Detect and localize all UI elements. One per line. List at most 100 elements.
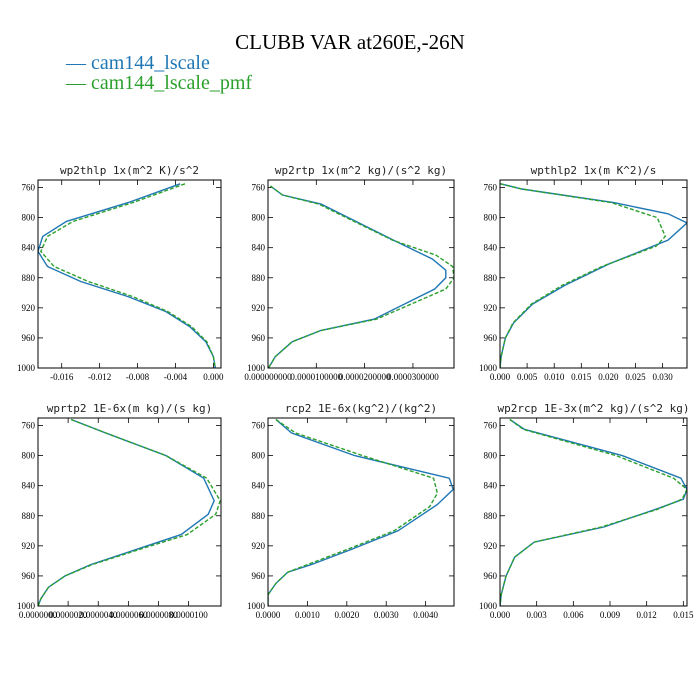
x-tick-label: 0.015	[571, 372, 592, 382]
y-tick-label: 800	[22, 213, 36, 223]
panel-3: wpthlp2 1x(m K^2)/s 760 800 840 880 920 960 100…	[479, 164, 688, 382]
y-tick-label: 960	[252, 571, 266, 581]
y-tick-label: 880	[484, 273, 498, 283]
x-tick-label: -0.012	[88, 372, 111, 382]
plot-frame	[37, 417, 222, 607]
y-tick-label: 840	[484, 481, 498, 491]
x-tick-label: 0.0000080	[139, 610, 178, 620]
y-tick-label: 800	[252, 213, 266, 223]
x-tick-label: 0.0000040	[79, 610, 118, 620]
x-tick-label: 0.000	[490, 372, 511, 382]
x-tick-label: -0.008	[126, 372, 150, 382]
legend-entry-cam144-lscale: — cam144_lscale	[65, 52, 210, 74]
y-tick-label: 840	[252, 481, 266, 491]
legend-entry-cam144-lscale-pmf: — cam144_lscale_pmf	[65, 72, 252, 94]
y-tick-label: 920	[252, 541, 266, 551]
y-tick-label: 960	[22, 333, 36, 343]
series-line-cam144-lscale-pmf	[500, 183, 667, 368]
x-tick-label: 0.025	[625, 372, 646, 382]
panel-title: wpthlp2 1x(m K^2)/s	[531, 164, 657, 177]
panel-5: rcp2 1E-6x(kg^2)/(kg^2) 760 800 840 880 920 96…	[247, 402, 455, 620]
y-tick-label: 760	[22, 421, 36, 431]
plot-frame	[37, 179, 222, 369]
panel-title: wp2rtp 1x(m^2 kg)/(s^2 kg)	[275, 164, 447, 177]
series-line-cam144-lscale-pmf	[268, 185, 454, 368]
panel-title: wp2rcp 1E-3x(m^2 kg)/(s^2 kg)	[497, 402, 689, 415]
y-tick-label: 800	[22, 451, 36, 461]
y-tick-label: 880	[22, 273, 36, 283]
x-tick-label: 0.000	[490, 610, 511, 620]
y-tick-label: 880	[252, 511, 266, 521]
x-tick-label: 0.0030	[374, 610, 399, 620]
x-tick-label: 0.000000000	[244, 372, 292, 382]
x-tick-label: 0.0020	[334, 610, 359, 620]
x-tick-label: 0.006	[563, 610, 584, 620]
plot-frame	[267, 179, 455, 369]
panels-grid: wp2thlp 1x(m^2 K)/s^2 760 800 840 880 920 960 1…	[17, 164, 694, 620]
series-line-cam144-lscale-pmf	[500, 418, 687, 606]
x-tick-label: 0.0040	[413, 610, 438, 620]
x-tick-label: 0.0000100	[169, 610, 208, 620]
plot-frame	[499, 417, 688, 607]
x-tick-label: 0.0000	[256, 610, 281, 620]
y-tick-label: 760	[484, 183, 498, 193]
y-tick-label: 840	[22, 243, 36, 253]
y-tick-label: 800	[484, 213, 498, 223]
x-tick-label: 0.003	[527, 610, 548, 620]
x-tick-label: 0.0000300000	[387, 372, 439, 382]
series-line-cam144-lscale-pmf	[39, 183, 216, 368]
y-tick-label: 920	[22, 541, 36, 551]
x-tick-label: 0.030	[652, 372, 673, 382]
panel-6: wp2rcp 1E-3x(m^2 kg)/(s^2 kg) 760 800 840 88…	[479, 402, 694, 620]
series-line-cam144-lscale-pmf	[38, 418, 221, 606]
x-tick-label: 0.0000020	[49, 610, 88, 620]
series-line-cam144-lscale	[500, 183, 687, 368]
panel-title: wprtp2 1E-6x(m kg)/(s kg)	[47, 402, 213, 415]
y-tick-label: 880	[484, 511, 498, 521]
y-tick-label: 840	[484, 243, 498, 253]
panel-4: wprtp2 1E-6x(m kg)/(s kg) 760 800 840 880 920…	[17, 402, 222, 620]
y-tick-label: 1000	[479, 601, 498, 611]
panel-title: rcp2 1E-6x(kg^2)/(kg^2)	[285, 402, 437, 415]
figure-title: CLUBB VAR at260E,-26N	[235, 30, 465, 54]
series-line-cam144-lscale-pmf	[268, 418, 439, 606]
x-tick-label: 0.0000000	[19, 610, 58, 620]
y-tick-label: 960	[484, 333, 498, 343]
x-tick-label: 0.0000200000	[339, 372, 391, 382]
x-tick-label: -0.004	[164, 372, 188, 382]
series-line-cam144-lscale	[268, 185, 447, 368]
series-line-cam144-lscale	[500, 418, 687, 606]
series-line-cam144-lscale	[38, 418, 215, 606]
y-tick-label: 920	[252, 303, 266, 313]
panel-1: wp2thlp 1x(m^2 K)/s^2 760 800 840 880 920 960 1…	[17, 164, 224, 382]
x-tick-label: 0.010	[544, 372, 565, 382]
panel-2: wp2rtp 1x(m^2 kg)/(s^2 kg) 760 800 840 880 92…	[244, 164, 455, 382]
x-tick-label: 0.0010	[295, 610, 320, 620]
y-tick-label: 760	[484, 421, 498, 431]
y-tick-label: 840	[252, 243, 266, 253]
y-tick-label: 960	[22, 571, 36, 581]
plot-frame	[499, 179, 688, 369]
y-tick-label: 1000	[17, 601, 36, 611]
y-tick-label: 760	[22, 183, 36, 193]
y-tick-label: 760	[252, 421, 266, 431]
x-tick-label: 0.009	[600, 610, 621, 620]
x-tick-label: -0.016	[50, 372, 74, 382]
y-tick-label: 1000	[247, 363, 266, 373]
x-tick-label: 0.020	[598, 372, 619, 382]
series-line-cam144-lscale	[38, 183, 216, 368]
plot-frame	[267, 417, 455, 607]
y-tick-label: 1000	[479, 363, 498, 373]
y-tick-label: 1000	[247, 601, 266, 611]
y-tick-label: 840	[22, 481, 36, 491]
y-tick-label: 800	[484, 451, 498, 461]
y-tick-label: 920	[484, 541, 498, 551]
y-tick-label: 920	[484, 303, 498, 313]
y-tick-label: 960	[484, 571, 498, 581]
x-tick-label: 0.0000100000	[290, 372, 342, 382]
x-tick-label: 0.005	[517, 372, 538, 382]
series-line-cam144-lscale	[268, 418, 454, 606]
y-tick-label: 760	[252, 183, 266, 193]
y-tick-label: 800	[252, 451, 266, 461]
